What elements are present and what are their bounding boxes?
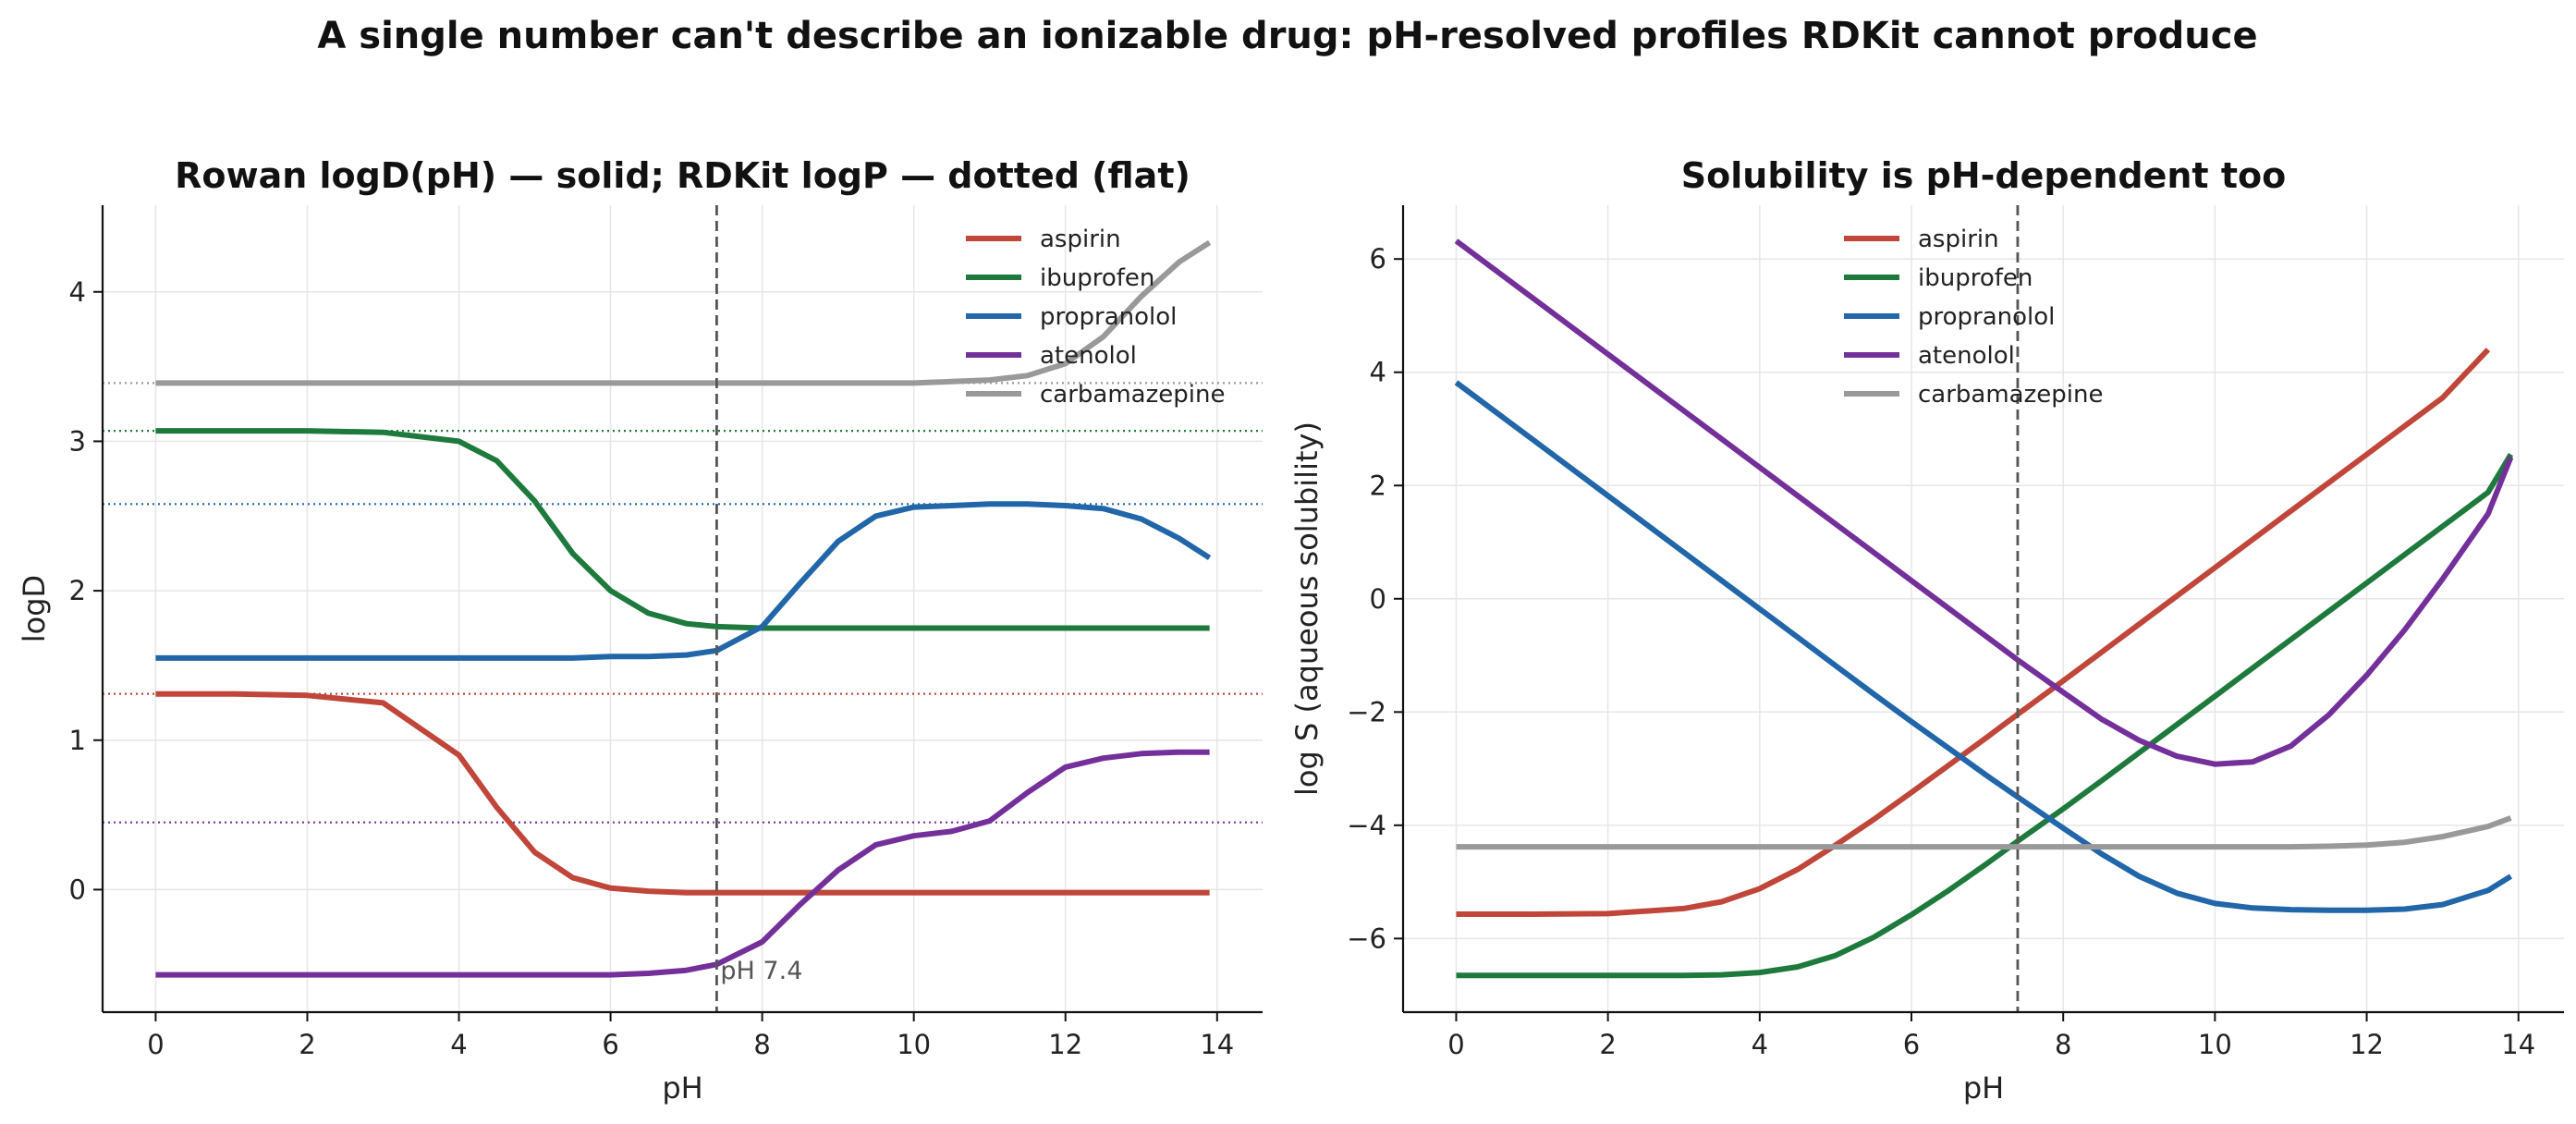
y-tick-label: 3 bbox=[69, 425, 86, 457]
legend-label-ibuprofen: ibuprofen bbox=[1918, 264, 2033, 292]
series-line-propranolol bbox=[1454, 380, 2513, 913]
series-line-atenolol bbox=[1454, 238, 2514, 767]
y-axis-label: log S (aqueous solubility) bbox=[1289, 422, 1325, 796]
legend-label-propranolol: propranolol bbox=[1918, 303, 2055, 331]
legend-label-carbamazepine: carbamazepine bbox=[1918, 381, 2103, 409]
x-tick-label: 10 bbox=[897, 1029, 931, 1060]
x-tick-label: 10 bbox=[2198, 1029, 2232, 1060]
x-tick-label: 4 bbox=[450, 1029, 467, 1060]
chart-title: Rowan logD(pH) — solid; RDKit logP — dot… bbox=[175, 155, 1190, 196]
series-line-ibuprofen bbox=[1456, 453, 2514, 979]
y-tick-label: 4 bbox=[69, 276, 86, 308]
y-tick-label: 2 bbox=[69, 575, 86, 606]
x-tick-label: 12 bbox=[2350, 1029, 2384, 1060]
series-line-ibuprofen bbox=[155, 428, 1210, 631]
y-tick-label: 2 bbox=[1370, 470, 1386, 501]
x-tick-label: 0 bbox=[147, 1029, 164, 1060]
chart-title: Solubility is pH-dependent too bbox=[1681, 155, 2286, 196]
x-tick-label: 14 bbox=[2501, 1029, 2535, 1060]
series-line-carbamazepine bbox=[1456, 815, 2512, 850]
x-tick-label: 12 bbox=[1048, 1029, 1082, 1060]
x-tick-label: 2 bbox=[299, 1029, 315, 1060]
y-tick-label: 6 bbox=[1370, 243, 1386, 275]
x-axis-label: pH bbox=[662, 1070, 702, 1106]
x-tick-label: 6 bbox=[1903, 1029, 1920, 1060]
legend-label-propranolol: propranolol bbox=[1040, 303, 1177, 331]
vline-label: pH 7.4 bbox=[720, 957, 802, 985]
x-tick-label: 0 bbox=[1447, 1029, 1464, 1060]
x-tick-label: 8 bbox=[2055, 1029, 2071, 1060]
x-tick-label: 14 bbox=[1200, 1029, 1234, 1060]
legend-label-atenolol: atenolol bbox=[1918, 342, 2015, 370]
y-tick-label: 4 bbox=[1370, 357, 1386, 388]
y-axis-label: logD bbox=[17, 575, 52, 642]
x-tick-label: 8 bbox=[753, 1029, 770, 1060]
y-tick-label: 0 bbox=[1370, 583, 1386, 615]
legend-label-aspirin: aspirin bbox=[1918, 226, 1999, 253]
y-tick-label: −6 bbox=[1347, 922, 1386, 954]
series-line-atenolol bbox=[155, 749, 1210, 978]
series-line-aspirin bbox=[1456, 348, 2491, 917]
legend-label-carbamazepine: carbamazepine bbox=[1040, 381, 1225, 409]
legend-label-atenolol: atenolol bbox=[1040, 342, 1137, 370]
y-tick-label: 1 bbox=[69, 725, 86, 756]
y-tick-label: −4 bbox=[1347, 810, 1386, 841]
series-line-carbamazepine bbox=[155, 239, 1212, 386]
y-tick-label: 0 bbox=[69, 874, 86, 905]
series-line-propranolol bbox=[155, 501, 1212, 661]
chart-solubility: 0 2 4 6 8 10 12 14 −6 −4 −2 0 2 4 6 pH log S (aqueous so… bbox=[1289, 155, 2564, 1106]
y-tick-label: −2 bbox=[1347, 696, 1386, 727]
x-axis-label: pH bbox=[1963, 1070, 2004, 1106]
legend-label-aspirin: aspirin bbox=[1040, 226, 1121, 253]
x-tick-label: 6 bbox=[602, 1029, 618, 1060]
x-tick-label: 4 bbox=[1752, 1029, 1768, 1060]
figure-title: A single number can't describe an ioniza… bbox=[317, 15, 2257, 57]
x-tick-label: 2 bbox=[1599, 1029, 1616, 1060]
legend-label-ibuprofen: ibuprofen bbox=[1040, 264, 1154, 292]
series-line-aspirin bbox=[155, 690, 1210, 896]
